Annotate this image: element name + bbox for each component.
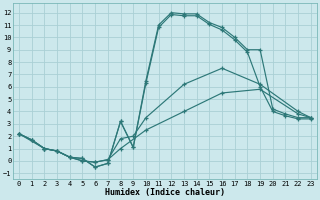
X-axis label: Humidex (Indice chaleur): Humidex (Indice chaleur) [105, 188, 225, 197]
